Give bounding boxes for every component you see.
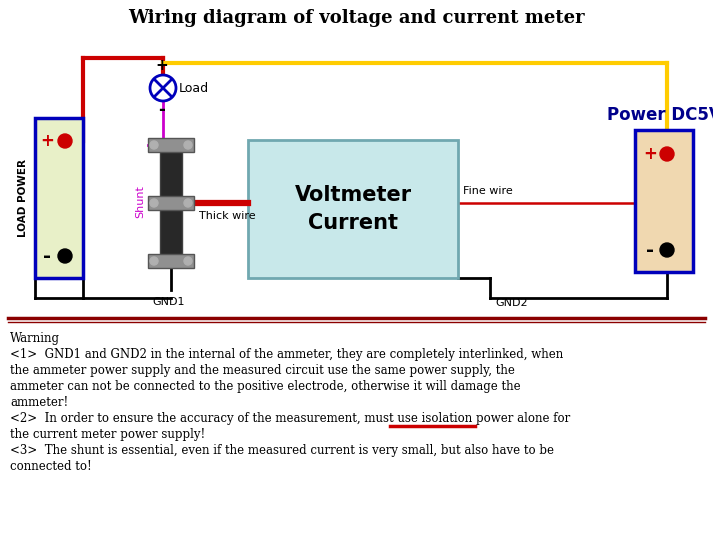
Bar xyxy=(248,140,458,278)
Text: Fine wire: Fine wire xyxy=(463,186,513,196)
Text: Voltmeter: Voltmeter xyxy=(294,185,411,205)
Text: Thick wire: Thick wire xyxy=(199,211,256,221)
Text: ammeter!: ammeter! xyxy=(10,396,68,409)
Text: ammeter can not be connected to the positive electrode, otherwise it will damage: ammeter can not be connected to the posi… xyxy=(10,380,520,393)
Text: LOAD POWER: LOAD POWER xyxy=(18,159,28,237)
Circle shape xyxy=(184,257,192,265)
Text: Load: Load xyxy=(179,81,209,94)
Text: <2>  In order to ensure the accuracy of the measurement, must use isolation powe: <2> In order to ensure the accuracy of t… xyxy=(10,412,570,425)
Text: Current: Current xyxy=(308,213,398,233)
Circle shape xyxy=(150,141,158,149)
Text: the current meter power supply!: the current meter power supply! xyxy=(10,428,205,441)
Circle shape xyxy=(184,199,192,207)
Bar xyxy=(160,148,182,256)
Bar xyxy=(148,254,194,268)
Bar xyxy=(35,118,83,278)
Text: <1>  GND1 and GND2 in the internal of the ammeter, they are completely interlink: <1> GND1 and GND2 in the internal of the… xyxy=(10,348,563,361)
Circle shape xyxy=(184,141,192,149)
Circle shape xyxy=(150,75,176,101)
Text: -: - xyxy=(646,241,654,260)
Text: -: - xyxy=(43,247,51,266)
Circle shape xyxy=(660,243,674,257)
Text: GND1: GND1 xyxy=(152,297,185,307)
Text: Shunt: Shunt xyxy=(135,185,145,218)
Text: +: + xyxy=(643,145,657,163)
Text: Power DC5V: Power DC5V xyxy=(607,106,713,124)
Text: <3>  The shunt is essential, even if the measured current is very small, but als: <3> The shunt is essential, even if the … xyxy=(10,444,554,457)
Circle shape xyxy=(58,134,72,148)
Text: -: - xyxy=(158,101,165,119)
Text: the ammeter power supply and the measured circuit use the same power supply, the: the ammeter power supply and the measure… xyxy=(10,364,515,377)
Bar xyxy=(148,196,194,210)
Text: Wiring diagram of voltage and current meter: Wiring diagram of voltage and current me… xyxy=(128,9,585,27)
Circle shape xyxy=(660,147,674,161)
Text: +: + xyxy=(40,132,54,150)
Text: GND2: GND2 xyxy=(495,298,528,308)
Bar xyxy=(635,130,693,272)
Text: +: + xyxy=(155,57,168,73)
Text: Warning: Warning xyxy=(10,332,60,345)
Circle shape xyxy=(150,199,158,207)
Bar xyxy=(148,138,194,152)
Circle shape xyxy=(150,257,158,265)
Circle shape xyxy=(58,249,72,263)
Text: connected to!: connected to! xyxy=(10,460,92,473)
